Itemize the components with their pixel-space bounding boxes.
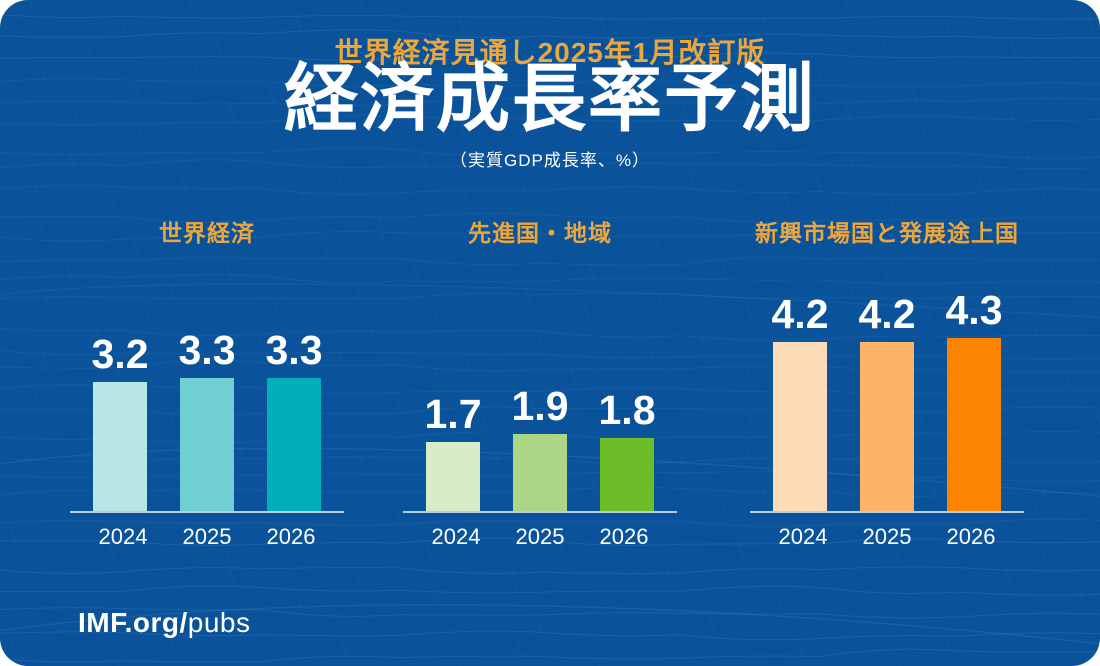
bar [773,342,827,511]
bar-column: 4.2 [772,294,829,511]
bar-column: 1.7 [425,394,482,511]
year-label: 2024 [98,524,148,549]
bar [513,434,567,511]
bar [860,342,914,511]
bar-value-label: 3.3 [265,327,323,373]
bars-row: 4.2 4.2 4.3 [750,290,1024,511]
bar [93,382,147,511]
year-label: 2026 [599,524,649,549]
group-title: 先進国・地域 [468,220,612,246]
year-label: 2024 [431,524,481,549]
bar-value-label: 1.9 [511,383,569,429]
bar-value-label: 3.3 [178,327,236,373]
axis-line [70,511,344,513]
bar-value-label: 1.7 [424,391,482,437]
bar-column: 1.9 [512,386,569,511]
chart-group-emerging-markets: 新興市場国と発展途上国 4.2 4.2 4.3 2024 2025 2026 [750,0,1024,666]
chart-group-advanced-economies: 先進国・地域 1.7 1.9 1.8 2024 2025 2026 [403,0,677,666]
bar [426,442,480,511]
group-title: 世界経済 [159,220,255,246]
year-label: 2025 [182,524,232,549]
year-label: 2026 [266,524,316,549]
bars-row: 1.7 1.9 1.8 [403,386,677,511]
bar-column: 4.3 [946,290,1003,511]
header-kicker: 世界経済見通し2025年1月改訂版 [334,37,766,68]
year-label: 2025 [515,524,565,549]
footer-brand-light: pubs [187,607,251,638]
bar [267,378,321,511]
bar-column: 3.3 [266,330,323,511]
bar-value-label: 4.3 [945,287,1003,333]
years-row: 2024 2025 2026 [70,524,344,550]
bar-column: 3.3 [179,330,236,511]
footer-brand-bold: IMF.org/ [78,607,188,638]
bar-column: 1.8 [599,390,656,511]
bar-value-label: 4.2 [771,291,829,337]
header-subtitle: （実質GDP成長率、%） [450,151,650,170]
axis-line [750,511,1024,513]
years-row: 2024 2025 2026 [750,524,1024,550]
page-title: 経済成長率予測 [284,57,816,140]
chart-group-world-economy: 世界経済 3.2 3.3 3.3 2024 2025 2026 [70,0,344,666]
bar-value-label: 4.2 [858,291,916,337]
bar [947,338,1001,511]
footer-brand: IMF.org/pubs [78,607,250,639]
year-label: 2025 [862,524,912,549]
years-row: 2024 2025 2026 [403,524,677,550]
group-title: 新興市場国と発展途上国 [755,220,1019,246]
year-label: 2024 [778,524,828,549]
bar [180,378,234,511]
year-label: 2026 [946,524,996,549]
axis-line [403,511,677,513]
bar-column: 3.2 [92,334,149,511]
bar-value-label: 3.2 [91,331,149,377]
bar-column: 4.2 [859,294,916,511]
bar-value-label: 1.8 [598,387,656,433]
bar [600,438,654,511]
bars-row: 3.2 3.3 3.3 [70,330,344,511]
